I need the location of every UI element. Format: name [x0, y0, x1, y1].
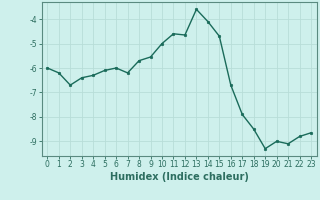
- X-axis label: Humidex (Indice chaleur): Humidex (Indice chaleur): [110, 172, 249, 182]
